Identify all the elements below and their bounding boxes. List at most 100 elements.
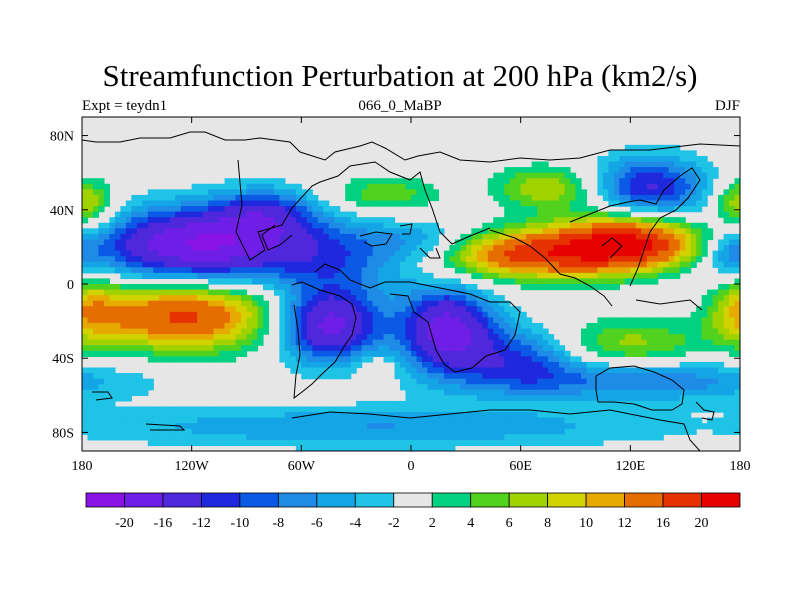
field-cell — [663, 395, 670, 402]
field-cell — [586, 373, 593, 380]
field-cell — [301, 417, 308, 424]
field-cell — [432, 295, 440, 302]
field-cell — [164, 211, 171, 218]
field-cell — [602, 389, 609, 396]
field-cell — [372, 272, 379, 280]
field-cell — [531, 161, 538, 168]
field-cell — [389, 339, 396, 346]
field-cell — [515, 250, 522, 257]
field-cell — [120, 261, 127, 268]
field-cell — [668, 161, 675, 168]
field-cell — [103, 183, 111, 190]
colorbar-label: -16 — [154, 516, 173, 531]
field-cell — [262, 434, 270, 441]
field-cell — [257, 267, 264, 274]
field-cell — [613, 423, 620, 430]
field-cell — [136, 345, 143, 352]
field-cell — [339, 334, 346, 341]
colorbar-label: -4 — [349, 516, 361, 531]
field-cell — [400, 284, 407, 291]
field-cell — [367, 317, 374, 324]
field-cell — [701, 200, 708, 207]
field-cell — [142, 239, 149, 246]
field-cell — [515, 350, 522, 357]
field-cell — [471, 233, 478, 241]
field-cell — [87, 289, 94, 296]
field-cell — [624, 384, 631, 391]
field-cell — [361, 250, 368, 257]
field-cell — [98, 178, 105, 185]
field-cell — [416, 345, 423, 352]
field-cell — [421, 189, 429, 196]
field-cell — [657, 200, 664, 207]
field-cell — [136, 406, 143, 413]
field-cell — [570, 389, 577, 396]
field-cell — [345, 183, 352, 190]
field-cell — [202, 317, 209, 324]
field-cell — [460, 417, 467, 424]
field-cell — [87, 194, 94, 202]
field-cell — [504, 222, 511, 229]
field-cell — [690, 206, 697, 213]
field-cell — [487, 228, 494, 235]
field-cell — [114, 245, 121, 252]
field-cell — [367, 267, 374, 274]
field-cell — [175, 256, 182, 263]
field-cell — [345, 211, 352, 218]
field-cell — [246, 300, 253, 307]
field-cell — [443, 322, 450, 330]
field-cell — [82, 423, 89, 430]
field-cell — [246, 183, 253, 190]
field-cell — [657, 150, 664, 157]
field-cell — [723, 367, 730, 374]
field-cell — [531, 395, 538, 402]
field-cell — [624, 239, 631, 246]
field-cell — [482, 245, 489, 252]
field-cell — [608, 350, 615, 357]
field-cell — [559, 367, 566, 374]
field-cell — [586, 439, 593, 447]
field-cell — [147, 434, 154, 441]
field-cell — [602, 211, 609, 218]
field-cell — [411, 256, 418, 263]
field-cell — [652, 194, 659, 202]
field-cell — [608, 161, 615, 168]
field-cell — [103, 250, 111, 257]
field-cell — [92, 417, 100, 424]
field-cell — [531, 183, 538, 190]
field-cell — [262, 423, 270, 430]
field-cell — [361, 322, 368, 330]
field-cell — [131, 328, 138, 335]
field-cell — [301, 306, 308, 313]
field-cell — [548, 217, 555, 224]
field-cell — [679, 194, 686, 202]
field-cell — [279, 428, 286, 435]
field-cell — [701, 373, 708, 380]
field-cell — [696, 222, 703, 229]
field-cell — [131, 334, 138, 341]
field-cell — [208, 434, 215, 441]
field-cell — [515, 334, 522, 341]
field-cell — [438, 306, 445, 313]
field-cell — [597, 261, 604, 268]
field-cell — [520, 261, 527, 268]
field-cell — [208, 261, 215, 268]
field-cell — [180, 412, 187, 419]
field-cell — [230, 211, 237, 218]
field-cell — [125, 222, 132, 229]
field-cell — [257, 245, 264, 252]
field-cell — [570, 211, 577, 218]
field-cell — [559, 222, 566, 229]
field-cell — [734, 183, 740, 190]
field-cell — [531, 233, 538, 241]
field-cell — [663, 261, 670, 268]
field-cell — [504, 256, 511, 263]
field-cell — [92, 233, 100, 241]
field-cell — [630, 222, 637, 229]
field-cell — [268, 267, 275, 274]
field-cell — [389, 334, 396, 341]
field-cell — [630, 334, 637, 341]
field-cell — [306, 361, 313, 369]
field-cell — [202, 217, 209, 224]
field-cell — [82, 278, 89, 285]
